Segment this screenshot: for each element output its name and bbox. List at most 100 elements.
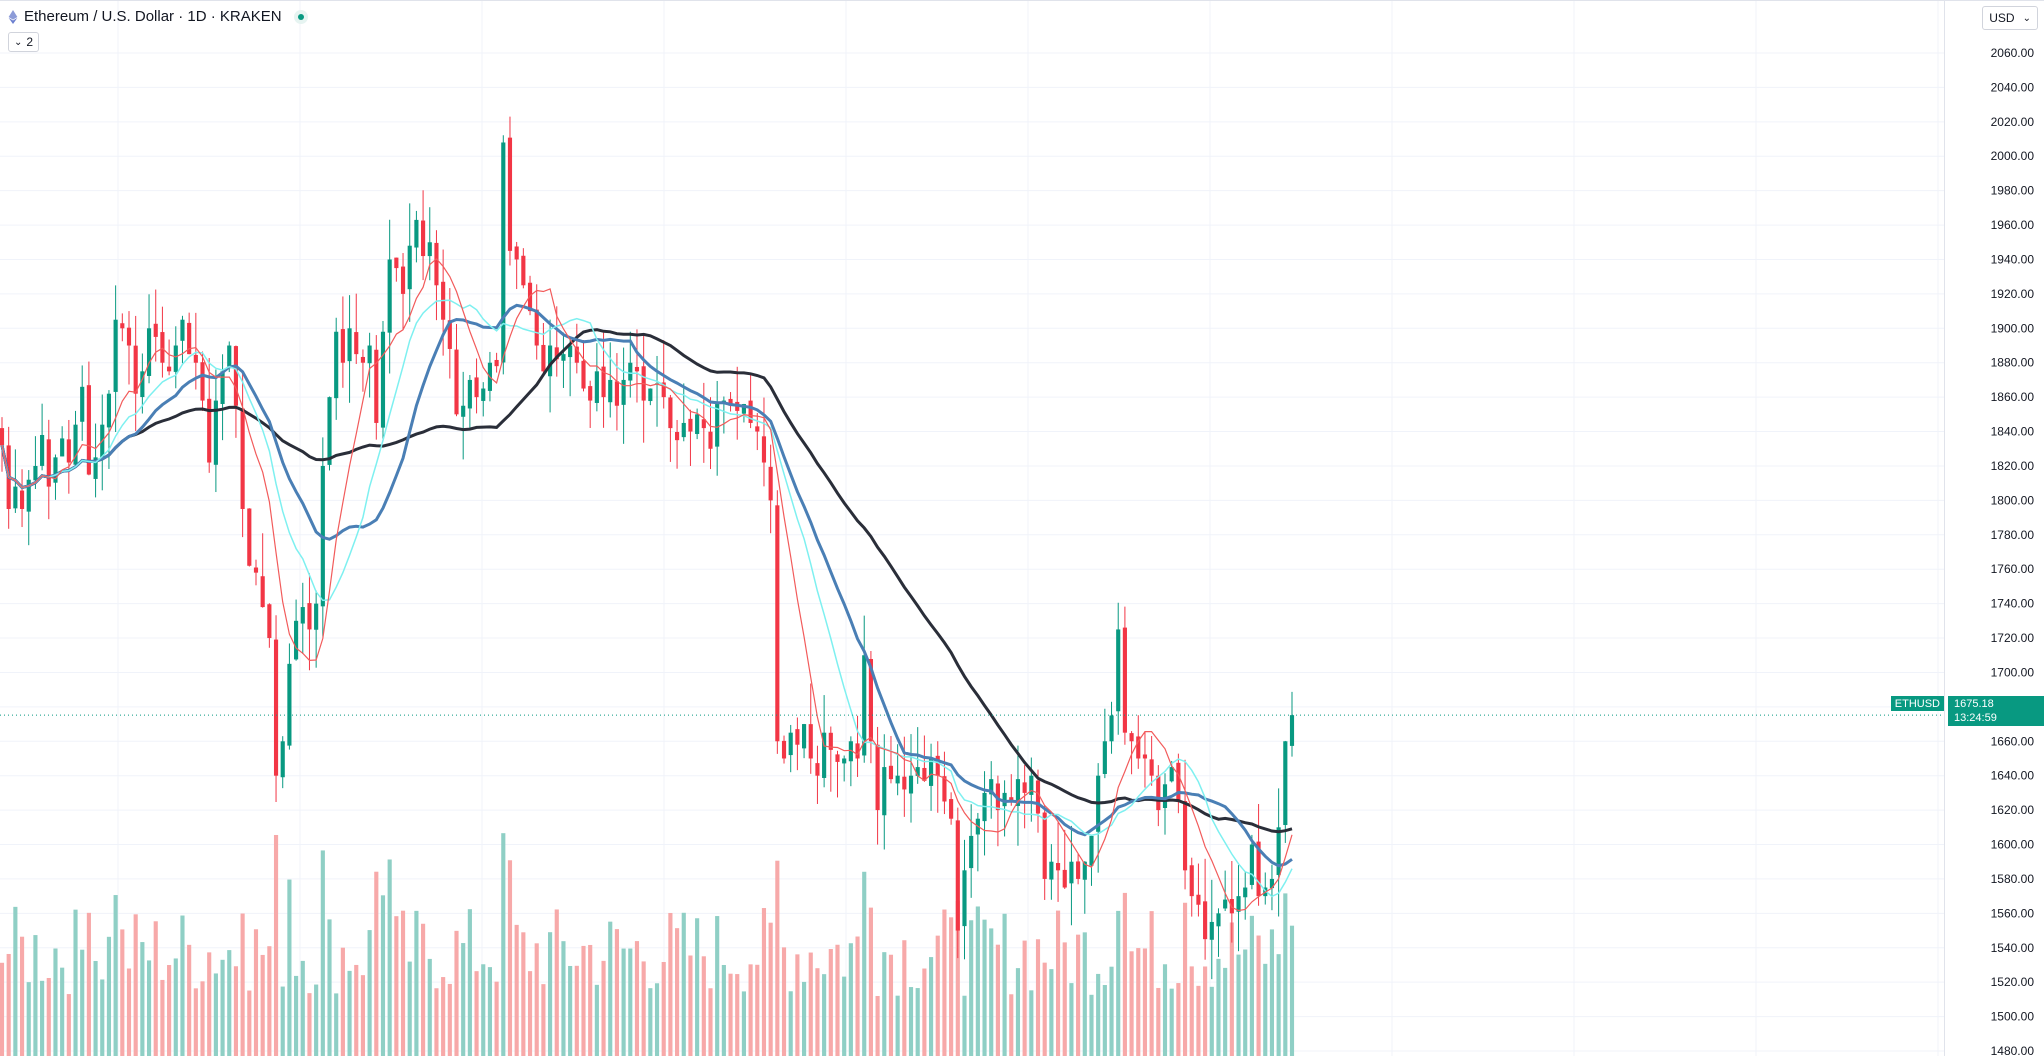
volume-bar bbox=[775, 860, 780, 1056]
moving-average-cyan-line bbox=[1, 299, 1293, 898]
candle-body bbox=[447, 320, 452, 349]
volume-bar bbox=[1022, 940, 1027, 1056]
candle-body bbox=[761, 436, 767, 463]
price-tick-label: 1820.00 bbox=[1991, 459, 2035, 473]
candle-body bbox=[895, 775, 900, 784]
candle-body bbox=[60, 438, 65, 457]
volume-bar bbox=[675, 928, 680, 1056]
last-price-value: 1675.18 bbox=[1954, 698, 1994, 710]
candle-body bbox=[882, 767, 887, 816]
volume-bar bbox=[1176, 983, 1181, 1056]
volume-bar bbox=[1203, 966, 1208, 1056]
candle-body bbox=[400, 266, 406, 294]
volume-bar bbox=[855, 936, 860, 1056]
volume-bar bbox=[815, 968, 820, 1056]
volume-bar bbox=[307, 993, 312, 1056]
volume-bar bbox=[86, 912, 91, 1056]
volume-bar bbox=[875, 995, 880, 1056]
volume-bar bbox=[802, 981, 807, 1056]
volume-bar bbox=[1223, 967, 1228, 1056]
candle-body bbox=[0, 428, 5, 446]
candle-body bbox=[1002, 792, 1007, 807]
volume-bar bbox=[13, 906, 18, 1056]
candle-body bbox=[554, 347, 559, 360]
volume-bar bbox=[414, 910, 419, 1056]
volume-bar bbox=[748, 964, 753, 1056]
price-tick-label: 1940.00 bbox=[1991, 252, 2035, 266]
candle-body bbox=[360, 356, 366, 363]
volume-bar bbox=[681, 912, 686, 1056]
indicator-count: 2 bbox=[26, 35, 34, 49]
candle-body bbox=[1216, 913, 1221, 927]
volume-bar bbox=[507, 860, 513, 1056]
market-status-icon[interactable] bbox=[293, 9, 308, 24]
volume-bar bbox=[187, 944, 192, 1056]
volume-bar bbox=[66, 994, 71, 1056]
candle-body bbox=[213, 400, 218, 465]
volume-bar bbox=[868, 907, 873, 1056]
candle-body bbox=[93, 457, 98, 479]
price-tick-label: 1480.00 bbox=[1991, 1044, 2035, 1056]
volume-bar bbox=[1049, 969, 1054, 1056]
candle-body bbox=[822, 732, 827, 778]
candle-body bbox=[247, 508, 252, 566]
candle-body bbox=[467, 379, 472, 409]
candle-body bbox=[1035, 780, 1041, 814]
candle-body bbox=[1116, 629, 1121, 712]
volume-bar bbox=[1069, 983, 1074, 1056]
ethereum-icon bbox=[8, 9, 18, 24]
volume-bar bbox=[828, 949, 833, 1056]
candle-body bbox=[1082, 861, 1087, 880]
volume-bar bbox=[661, 962, 666, 1056]
volume-bar bbox=[534, 943, 539, 1056]
candle-body bbox=[688, 418, 693, 432]
symbol-title[interactable]: Ethereum / U.S. Dollar · 1D · KRAKEN bbox=[24, 8, 282, 25]
volume-bar bbox=[594, 984, 599, 1056]
volume-bar bbox=[454, 930, 459, 1056]
candle-body bbox=[481, 388, 486, 401]
candle-body bbox=[1009, 797, 1014, 802]
price-tick-label: 1840.00 bbox=[1991, 425, 2035, 439]
candle-body bbox=[614, 381, 619, 406]
price-tick-label: 2000.00 bbox=[1991, 149, 2035, 163]
candle-body bbox=[280, 741, 285, 778]
volume-bar bbox=[1236, 954, 1241, 1056]
chevron-down-icon: ⌄ bbox=[2022, 12, 2031, 24]
volume-bar bbox=[975, 906, 980, 1056]
candle-body bbox=[407, 245, 412, 290]
volume-bar bbox=[848, 943, 853, 1056]
volume-bar bbox=[621, 948, 626, 1056]
candle-body bbox=[715, 404, 720, 447]
volume-bar bbox=[561, 941, 566, 1056]
candle-body bbox=[1129, 733, 1134, 742]
volume-bar bbox=[474, 971, 479, 1056]
price-tick-label: 1640.00 bbox=[1991, 769, 2035, 783]
volume-bar bbox=[982, 919, 987, 1056]
volume-bar bbox=[882, 952, 887, 1056]
volume-bar bbox=[441, 977, 446, 1056]
volume-bar bbox=[200, 981, 205, 1056]
candle-body bbox=[628, 362, 633, 381]
price-tick-label: 1900.00 bbox=[1991, 321, 2035, 335]
volume-bar bbox=[240, 913, 245, 1056]
candle-body bbox=[1042, 812, 1047, 879]
currency-selector[interactable]: USD ⌄ bbox=[1982, 6, 2038, 30]
candle-body bbox=[314, 603, 319, 630]
volume-bar bbox=[969, 920, 974, 1056]
volume-bar bbox=[327, 919, 332, 1056]
volume-bar bbox=[942, 909, 947, 1056]
candle-body bbox=[675, 431, 680, 441]
candle-body bbox=[594, 371, 599, 403]
volume-bar bbox=[554, 909, 559, 1056]
candle-body bbox=[1249, 844, 1254, 885]
candle-body bbox=[621, 379, 626, 405]
volume-bar bbox=[541, 984, 546, 1056]
candle-body bbox=[728, 398, 733, 406]
candle-body bbox=[120, 323, 125, 329]
volume-bar bbox=[60, 967, 65, 1056]
volume-bar bbox=[928, 957, 934, 1056]
indicators-toggle-button[interactable]: ⌄ 2 bbox=[8, 32, 40, 52]
volume-bar bbox=[273, 834, 279, 1056]
volume-bar bbox=[1276, 954, 1281, 1056]
